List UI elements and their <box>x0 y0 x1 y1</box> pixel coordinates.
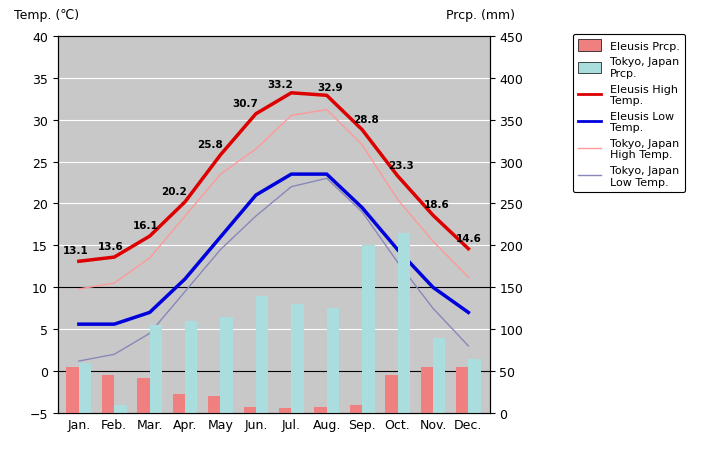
Bar <box>114 405 127 413</box>
Text: 28.8: 28.8 <box>353 115 379 124</box>
Text: Temp. (℃): Temp. (℃) <box>14 9 79 22</box>
Text: 20.2: 20.2 <box>161 186 187 196</box>
Bar <box>185 321 197 413</box>
Bar <box>220 317 233 413</box>
Text: 13.1: 13.1 <box>63 246 88 256</box>
Text: 23.3: 23.3 <box>388 161 414 171</box>
Bar <box>173 394 185 413</box>
Bar <box>279 408 292 413</box>
Bar <box>66 367 79 413</box>
Bar <box>397 233 410 413</box>
Text: 32.9: 32.9 <box>318 83 343 93</box>
Bar <box>420 367 433 413</box>
Text: 16.1: 16.1 <box>133 221 159 231</box>
Text: Prcp. (mm): Prcp. (mm) <box>446 9 516 22</box>
Bar <box>102 375 114 413</box>
Text: 13.6: 13.6 <box>98 242 124 252</box>
Bar <box>208 397 220 413</box>
Bar <box>456 367 468 413</box>
Text: 33.2: 33.2 <box>268 80 294 90</box>
Bar <box>315 407 327 413</box>
Bar <box>468 359 481 413</box>
Text: 14.6: 14.6 <box>456 233 481 243</box>
Bar <box>79 363 91 413</box>
Text: 30.7: 30.7 <box>233 99 258 109</box>
Bar <box>385 375 397 413</box>
Bar <box>362 246 374 413</box>
Bar <box>150 325 162 413</box>
Bar <box>350 405 362 413</box>
Bar <box>138 378 150 413</box>
Bar <box>243 407 256 413</box>
Text: 25.8: 25.8 <box>197 140 222 150</box>
Text: 18.6: 18.6 <box>423 200 449 210</box>
Legend: Eleusis Prcp., Tokyo, Japan
Prcp., Eleusis High
Temp., Eleusis Low
Temp., Tokyo,: Eleusis Prcp., Tokyo, Japan Prcp., Eleus… <box>573 35 685 193</box>
Bar <box>256 296 269 413</box>
Bar <box>327 308 339 413</box>
Bar <box>433 338 446 413</box>
Bar <box>292 304 304 413</box>
